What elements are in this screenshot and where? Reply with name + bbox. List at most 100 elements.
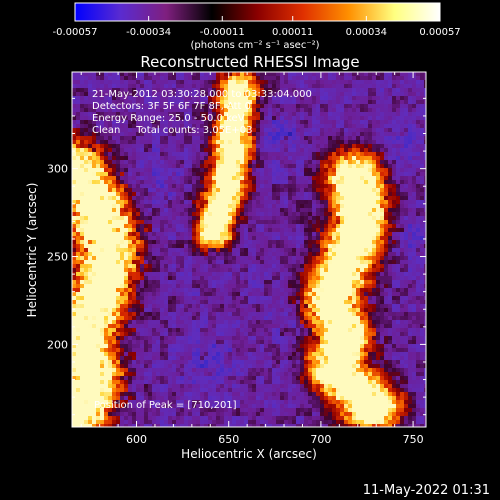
- heatmap-cell: [328, 120, 333, 125]
- heatmap-cell: [144, 112, 149, 117]
- heatmap-cell: [176, 80, 181, 85]
- heatmap-cell: [252, 140, 257, 145]
- heatmap-cell: [348, 260, 353, 265]
- heatmap-cell: [108, 204, 113, 209]
- heatmap-cell: [188, 204, 193, 209]
- heatmap-cell: [296, 280, 301, 285]
- heatmap-cell: [272, 236, 277, 241]
- heatmap-cell: [388, 216, 393, 221]
- heatmap-cell: [408, 260, 413, 265]
- heatmap-cell: [296, 120, 301, 125]
- heatmap-cell: [148, 196, 153, 201]
- heatmap-cell: [116, 264, 121, 269]
- heatmap-cell: [112, 140, 117, 145]
- heatmap-cell: [348, 168, 353, 173]
- heatmap-cell: [84, 288, 89, 293]
- heatmap-cell: [292, 248, 297, 253]
- heatmap-cell: [148, 108, 153, 113]
- heatmap-cell: [332, 152, 337, 157]
- heatmap-cell: [88, 252, 93, 257]
- heatmap-cell: [144, 80, 149, 85]
- heatmap-cell: [308, 192, 313, 197]
- heatmap-cell: [160, 156, 165, 161]
- heatmap-cell: [312, 80, 317, 85]
- heatmap-cell: [80, 216, 85, 221]
- heatmap-cell: [408, 228, 413, 233]
- heatmap-cell: [92, 232, 97, 237]
- heatmap-cell: [196, 172, 201, 177]
- heatmap-cell: [380, 96, 385, 101]
- heatmap-cell: [232, 212, 237, 217]
- heatmap-cell: [264, 196, 269, 201]
- heatmap-cell: [424, 144, 426, 149]
- heatmap-cell: [320, 128, 325, 133]
- heatmap-cell: [324, 196, 329, 201]
- heatmap-cell: [348, 200, 353, 205]
- heatmap-cell: [196, 152, 201, 157]
- heatmap-cell: [340, 180, 345, 185]
- heatmap-cell: [372, 292, 377, 297]
- heatmap-cell: [416, 128, 421, 133]
- heatmap-cell: [284, 284, 289, 289]
- heatmap-cell: [164, 260, 169, 265]
- heatmap-cell: [232, 184, 237, 189]
- heatmap-cell: [148, 128, 153, 133]
- heatmap-cell: [192, 196, 197, 201]
- heatmap-cell: [120, 220, 125, 225]
- heatmap-cell: [316, 196, 321, 201]
- heatmap-cell: [384, 72, 389, 77]
- heatmap-cell: [308, 292, 313, 297]
- heatmap-cell: [268, 96, 273, 101]
- heatmap-cell: [272, 216, 277, 221]
- heatmap-cell: [156, 72, 161, 77]
- heatmap-cell: [124, 260, 129, 265]
- heatmap-cell: [244, 292, 249, 297]
- heatmap-cell: [252, 120, 257, 125]
- heatmap-cell: [208, 212, 213, 217]
- heatmap-cell: [184, 196, 189, 201]
- heatmap-cell: [84, 168, 89, 173]
- heatmap-cell: [232, 160, 237, 165]
- heatmap-cell: [356, 184, 361, 189]
- heatmap-cell: [108, 176, 113, 181]
- heatmap-cell: [192, 260, 197, 265]
- heatmap-cell: [300, 180, 305, 185]
- heatmap-cell: [344, 120, 349, 125]
- heatmap-cell: [420, 232, 425, 237]
- heatmap-cell: [268, 156, 273, 161]
- heatmap-cell: [252, 116, 257, 121]
- heatmap-cell: [384, 128, 389, 133]
- heatmap-cell: [328, 228, 333, 233]
- heatmap-cell: [116, 140, 121, 145]
- heatmap-cell: [372, 252, 377, 257]
- heatmap-cell: [284, 248, 289, 253]
- heatmap-cell: [424, 284, 426, 289]
- heatmap-cell: [208, 104, 213, 109]
- heatmap-cell: [416, 272, 421, 277]
- heatmap-cell: [360, 248, 365, 253]
- heatmap-cell: [164, 124, 169, 129]
- heatmap-cell: [80, 136, 85, 141]
- heatmap-cell: [256, 232, 261, 237]
- heatmap-cell: [312, 72, 317, 77]
- heatmap-cell: [308, 280, 313, 285]
- heatmap-cell: [224, 248, 229, 253]
- heatmap-cell: [416, 184, 421, 189]
- heatmap-cell: [116, 92, 121, 97]
- heatmap-cell: [276, 156, 281, 161]
- heatmap-cell: [124, 76, 129, 81]
- heatmap-cell: [292, 92, 297, 97]
- heatmap-cell: [372, 136, 377, 141]
- heatmap-cell: [284, 260, 289, 265]
- heatmap-cell: [372, 184, 377, 189]
- heatmap-cell: [352, 160, 357, 165]
- heatmap-cell: [216, 80, 221, 85]
- heatmap-cell: [332, 176, 337, 181]
- heatmap-cell: [180, 288, 185, 293]
- heatmap-cell: [400, 248, 405, 253]
- heatmap-cell: [96, 252, 101, 257]
- heatmap-cell: [176, 120, 181, 125]
- heatmap-cell: [108, 276, 113, 281]
- heatmap-cell: [288, 268, 293, 273]
- heatmap-cell: [348, 196, 353, 201]
